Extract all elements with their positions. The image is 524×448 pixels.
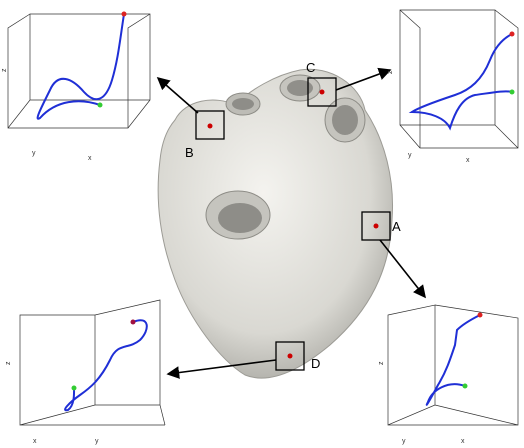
axis-label: x <box>33 438 37 445</box>
point-label: C <box>306 60 315 75</box>
axis-label: z <box>387 70 394 74</box>
trajectory-inset: z x y <box>5 300 165 445</box>
point-label: A <box>392 219 401 234</box>
trajectory-inset: z y x <box>378 305 518 445</box>
axis-label: y <box>32 150 36 157</box>
axis-label: y <box>402 438 406 445</box>
sample-point <box>374 224 379 229</box>
figure: A B C D z y x z y x z x y z y x <box>0 0 524 448</box>
sample-point <box>320 90 325 95</box>
sample-point <box>208 124 213 129</box>
axis-label: z <box>5 361 12 365</box>
axis-label: y <box>95 438 99 445</box>
arrow <box>380 240 425 297</box>
arrow <box>158 78 198 113</box>
point-label: B <box>185 145 194 160</box>
heart-mesh <box>158 69 392 378</box>
axis-label: y <box>408 152 412 159</box>
axis-label: x <box>461 438 465 445</box>
axis-label: z <box>1 68 8 72</box>
axis-label: z <box>378 361 385 365</box>
trajectory-inset: z y x <box>1 12 150 163</box>
point-label: D <box>311 356 320 371</box>
trajectory-inset: z y x <box>387 10 518 164</box>
sample-point <box>288 354 293 359</box>
axis-label: x <box>88 155 92 162</box>
axis-label: x <box>466 157 470 164</box>
